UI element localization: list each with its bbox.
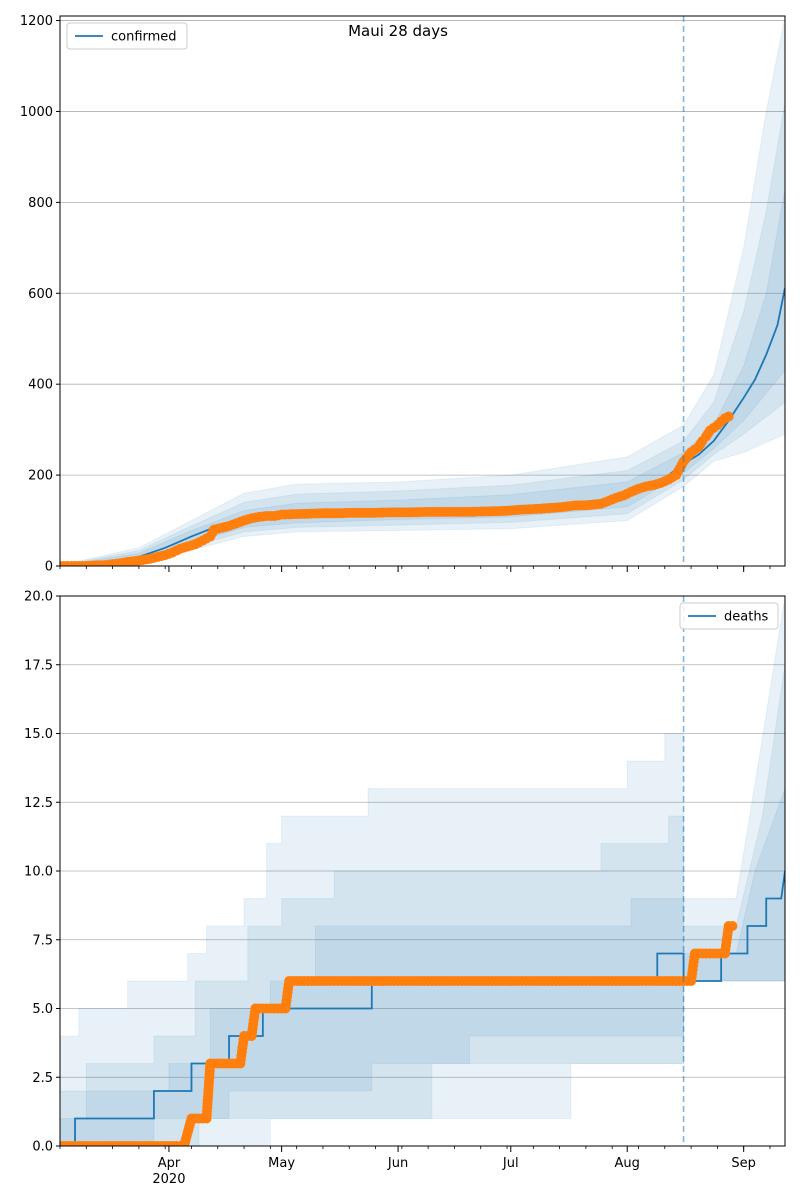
y-tick-label: 0.0: [32, 1140, 53, 1155]
confirmed-panel: 0 200 400 600 800 1000 1200 confirmed: [20, 14, 786, 575]
legend: deaths: [679, 602, 779, 630]
credible-interval-band: [60, 16, 785, 566]
y-tick-label: 1000: [20, 105, 53, 120]
observed-point: [727, 921, 738, 931]
credible-interval-band: [60, 664, 785, 1146]
legend-box: [66, 22, 188, 50]
plot-area: [60, 16, 785, 566]
credible-interval-band: [60, 188, 785, 566]
legend-label: confirmed: [111, 30, 177, 45]
x-tick-sublabel: 2020: [152, 1172, 185, 1187]
figure-title: Maui 28 days: [348, 22, 448, 40]
x-tick-label: Jul: [502, 1156, 519, 1171]
y-tick-label: 2.5: [32, 1071, 53, 1086]
y-tick-label: 10.0: [24, 865, 53, 880]
credible-interval-band: [60, 596, 785, 1146]
y-tick-label: 15.0: [24, 727, 53, 742]
x-tick-label: Sep: [731, 1156, 756, 1171]
y-tick-label: 200: [28, 469, 53, 484]
y-tick-label: 20.0: [24, 590, 53, 605]
y-tick-label: 5.0: [32, 1002, 53, 1017]
legend: confirmed: [66, 22, 188, 50]
plot-area: [60, 596, 785, 1146]
observed-point: [723, 411, 734, 422]
x-tick-label: Apr: [158, 1156, 181, 1171]
y-tick-label: 12.5: [24, 796, 53, 811]
y-tick-label: 17.5: [24, 658, 53, 673]
y-tick-label: 7.5: [32, 933, 53, 948]
legend-label: deaths: [724, 610, 769, 625]
credible-interval-band: [60, 102, 785, 566]
y-tick-label: 0: [45, 560, 53, 575]
legend-box: [679, 602, 779, 630]
y-tick-label: 1200: [20, 14, 53, 29]
y-tick-label: 800: [28, 196, 53, 211]
x-tick-label: May: [268, 1156, 295, 1171]
x-tick-label: Aug: [615, 1156, 640, 1171]
x-tick-label: Jun: [387, 1156, 408, 1171]
axes-frame: [59, 15, 786, 567]
y-tick-label: 400: [28, 378, 53, 393]
y-tick-label: 600: [28, 287, 53, 302]
